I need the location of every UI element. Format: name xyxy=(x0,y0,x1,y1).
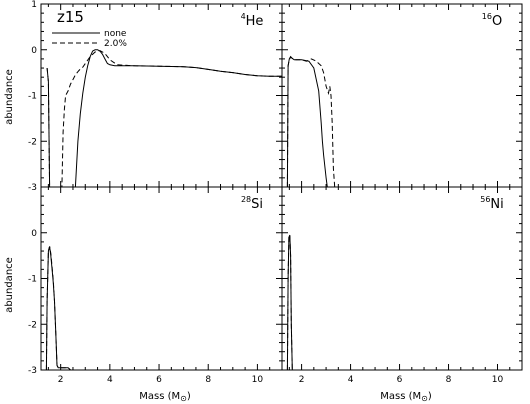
y-tick-label: -3 xyxy=(28,366,37,376)
x-tick-label: 2 xyxy=(58,375,64,385)
x-tick-label: 4 xyxy=(348,375,354,385)
xlabel-right: Mass (M⊙) xyxy=(380,391,432,403)
panel-label-top-left: 4He xyxy=(241,12,264,29)
legend-label-solid: none xyxy=(104,29,127,39)
x-tick-label: 8 xyxy=(205,375,211,385)
series-line-dashed xyxy=(45,246,72,370)
panel-label-mass-number: 28 xyxy=(241,195,251,204)
series-line-solid xyxy=(45,246,72,370)
y-tick-label: 0 xyxy=(31,46,37,56)
ylabel-bottom: abundance xyxy=(4,257,15,313)
series-line-dashed xyxy=(286,56,336,187)
y-tick-label: -1 xyxy=(28,275,37,285)
y-tick-label: -3 xyxy=(28,183,37,193)
panel-label-mass-number: 56 xyxy=(480,195,490,204)
panel-label-top-right: 16O xyxy=(482,12,502,29)
x-tick-label: 8 xyxy=(446,375,452,385)
panel-label-bottom-right: 56Ni xyxy=(480,195,504,212)
y-tick-label: -2 xyxy=(28,320,37,330)
model-note: z15 xyxy=(57,8,84,26)
series-line-dashed xyxy=(46,50,282,187)
panel-bottom-right: 2 4 6 8 10 56Ni xyxy=(281,186,523,385)
y-tick-label: 0 xyxy=(31,229,37,239)
panel-label-element: He xyxy=(246,14,264,29)
x-tick-label: 4 xyxy=(107,375,113,385)
xlabel-right-sun-symbol: ⊙ xyxy=(421,394,428,403)
panel-label-element: Ni xyxy=(490,197,503,212)
panel-frame-top-right xyxy=(281,3,523,188)
panel-top-right: 16O xyxy=(281,3,523,188)
x-tick-label: 10 xyxy=(492,375,504,385)
x-tick-label: 6 xyxy=(397,375,403,385)
y-tick-label: 1 xyxy=(31,0,37,10)
panel-label-mass-number: 4 xyxy=(241,12,246,21)
panel-label-bottom-left: 28Si xyxy=(241,195,263,212)
panel-bottom-left: -3 -2 -1 0 2 4 6 8 10 28Si xyxy=(28,186,283,385)
x-tick-label: 10 xyxy=(252,375,264,385)
panel-label-mass-number: 16 xyxy=(482,12,492,21)
y-tick-label: -1 xyxy=(28,92,37,102)
xlabel-left-sun-symbol: ⊙ xyxy=(180,394,187,403)
xlabel-left: Mass (M⊙) xyxy=(139,391,191,403)
series-line-dashed xyxy=(286,234,293,370)
series-line-solid xyxy=(286,55,329,187)
x-tick-label: 2 xyxy=(299,375,305,385)
series-line-solid xyxy=(46,49,282,187)
panel-frame-bottom-left xyxy=(40,186,283,371)
y-tick-label: -2 xyxy=(28,137,37,147)
panel-label-element: O xyxy=(492,14,502,29)
panel-label-element: Si xyxy=(251,197,263,212)
panel-top-left: -3 -2 -1 0 1 4He xyxy=(28,0,283,193)
panel-frame-bottom-right xyxy=(281,186,523,371)
ylabel-top: abundance xyxy=(4,69,15,125)
legend-label-dashed: 2.0% xyxy=(104,39,127,49)
x-tick-label: 6 xyxy=(156,375,162,385)
